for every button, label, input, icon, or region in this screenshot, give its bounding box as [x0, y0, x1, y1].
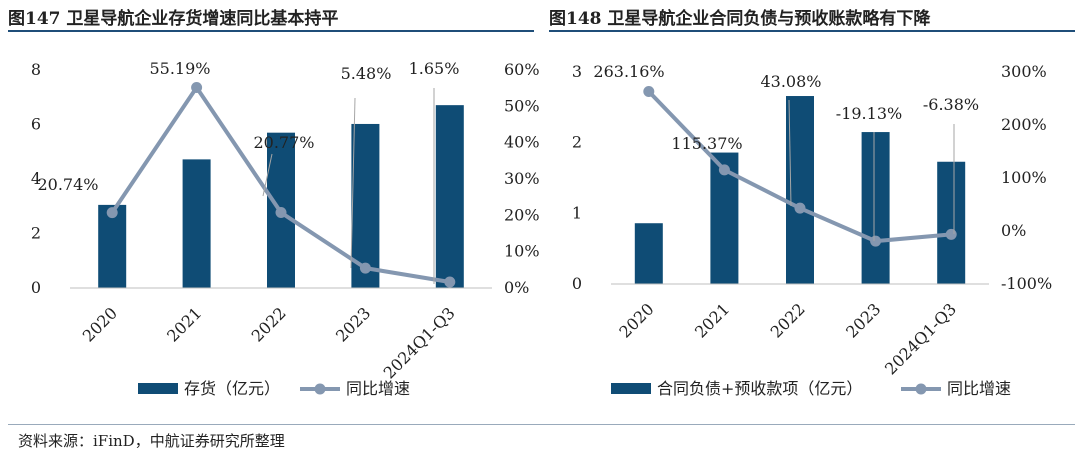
legend-line-marker [314, 383, 326, 395]
bar [634, 223, 663, 284]
right-axis-tick: -100% [1001, 274, 1052, 293]
right-axis-tick: 40% [504, 133, 540, 152]
legend-line-label: 同比增速 [947, 379, 1011, 398]
label-leader [262, 153, 273, 197]
right-axis-tick: 0% [1001, 221, 1026, 240]
right-axis-tick: 100% [1001, 168, 1047, 187]
category-label: 2020 [615, 299, 657, 341]
right-axis-tick: 200% [1001, 115, 1047, 134]
right-axis-tick: 60% [504, 60, 540, 79]
chart1-title-rule [8, 30, 534, 32]
left-axis-tick: 4 [31, 169, 41, 188]
bar [937, 161, 966, 284]
category-label: 2022 [248, 303, 290, 345]
data-label: 20.77% [253, 133, 314, 152]
growth-point [945, 228, 957, 240]
right-axis-tick: 0% [504, 278, 529, 297]
left-axis-tick: 2 [572, 133, 582, 152]
bar [98, 204, 127, 288]
bar [182, 159, 211, 288]
left-axis-tick: 2 [31, 224, 41, 243]
legend-line-marker [915, 383, 927, 395]
data-label: 43.08% [760, 72, 821, 91]
bar [435, 105, 464, 288]
category-label: 2022 [767, 299, 809, 341]
legend-bar-label: 合同负债+预收款项（亿元） [657, 379, 862, 398]
data-label: 115.37% [671, 134, 742, 153]
data-label: 1.65% [409, 59, 460, 78]
left-axis-tick: 1 [572, 203, 582, 222]
growth-point [106, 207, 118, 219]
right-axis-tick: 20% [504, 205, 540, 224]
growth-point [718, 164, 730, 176]
chart1-inventory: 0 2 4 6 8 0% 10% 20% 30% 40% 50% 60% 20.74% 55.19% 20.… [31, 59, 540, 398]
chart2-title-rule [549, 30, 1075, 32]
label-leader [350, 97, 356, 269]
growth-point [191, 81, 203, 93]
data-label: 5.48% [341, 64, 392, 83]
source-note: 资料来源：iFinD，中航证券研究所整理 [18, 432, 285, 450]
left-axis-tick: 3 [572, 62, 582, 81]
growth-point [359, 262, 371, 274]
data-label: 20.74% [37, 175, 98, 194]
growth-point [870, 235, 882, 247]
legend-line-label: 同比增速 [346, 379, 410, 398]
right-axis-tick: 50% [504, 96, 540, 115]
growth-point [794, 202, 806, 214]
bar [861, 132, 890, 284]
category-label: 2023 [332, 303, 374, 345]
category-label: 2024Q1-Q3 [881, 299, 960, 378]
chart2-title: 图148 卫星导航企业合同负债与预收账款略有下降 [549, 9, 931, 29]
category-label: 2024Q1-Q3 [380, 303, 459, 382]
data-label: 263.16% [593, 62, 664, 81]
data-label: 55.19% [149, 59, 210, 78]
right-axis-tick: 300% [1001, 62, 1047, 81]
chart1-title: 图147 卫星导航企业存货增速同比基本持平 [8, 9, 339, 29]
growth-point [643, 86, 655, 98]
left-axis-tick: 0 [31, 278, 41, 297]
footer-rule [8, 424, 1075, 425]
left-axis-tick: 8 [31, 60, 41, 79]
right-axis-tick: 30% [504, 169, 540, 188]
left-axis-tick: 6 [31, 115, 41, 134]
category-label: 2020 [79, 303, 121, 345]
legend-bar-swatch [611, 383, 651, 394]
data-label: -19.13% [836, 104, 902, 123]
category-label: 2021 [691, 299, 733, 341]
legend-bar-swatch [138, 383, 178, 394]
right-axis-tick: 10% [504, 242, 540, 261]
left-axis-tick: 0 [572, 274, 582, 293]
label-leader [788, 99, 792, 207]
category-label: 2023 [842, 299, 884, 341]
legend-bar-label: 存货（亿元） [184, 379, 280, 398]
growth-point [444, 276, 456, 288]
category-label: 2021 [163, 303, 205, 345]
growth-point [275, 207, 287, 219]
data-label: -6.38% [923, 95, 979, 114]
chart2-contract-liabilities: 0 1 2 3 -100% 0% 100% 200% 300% 263.16% 115.37% 43.… [572, 62, 1052, 398]
